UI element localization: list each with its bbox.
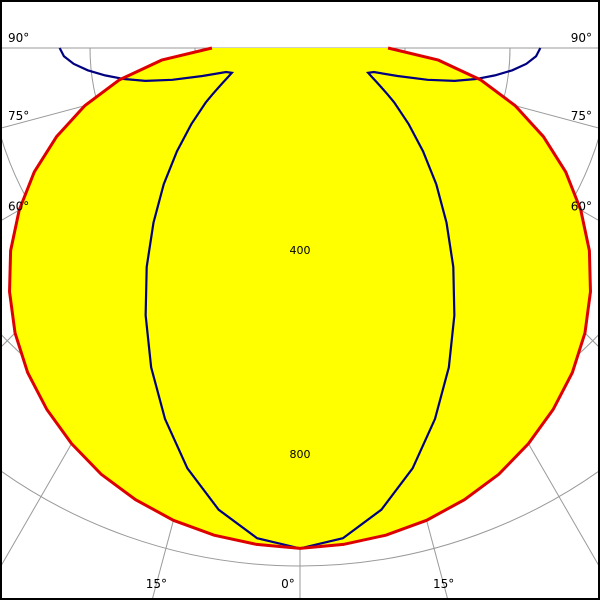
distribution-fill-c90-c270: [9, 48, 591, 549]
angle-label-left-90: 90°: [8, 31, 29, 45]
angle-label-right-75: 75°: [571, 109, 592, 123]
distribution-curve-c90-c270: [8, 46, 592, 550]
angle-label-left-75: 75°: [8, 109, 29, 123]
angle-label-right-15: 15°: [433, 577, 454, 591]
value-ring-label: 800: [290, 448, 311, 461]
value-ring-label-layer: 400 800: [290, 244, 311, 461]
angle-label-right-90: 90°: [571, 31, 592, 45]
angle-label-right-60: 60°: [571, 200, 592, 214]
angle-label-left-15: 15°: [146, 577, 167, 591]
angle-label-left-60: 60°: [8, 200, 29, 214]
angle-label-bottom-0: 0°: [281, 577, 295, 591]
distribution-curve-layer: [8, 46, 592, 550]
value-ring-label: 400: [290, 244, 311, 257]
angle-label-layer: 90°75°60°45°30°15°90°75°60°45°30°15°0°: [0, 31, 600, 591]
distribution-fill-layer: [9, 48, 591, 549]
